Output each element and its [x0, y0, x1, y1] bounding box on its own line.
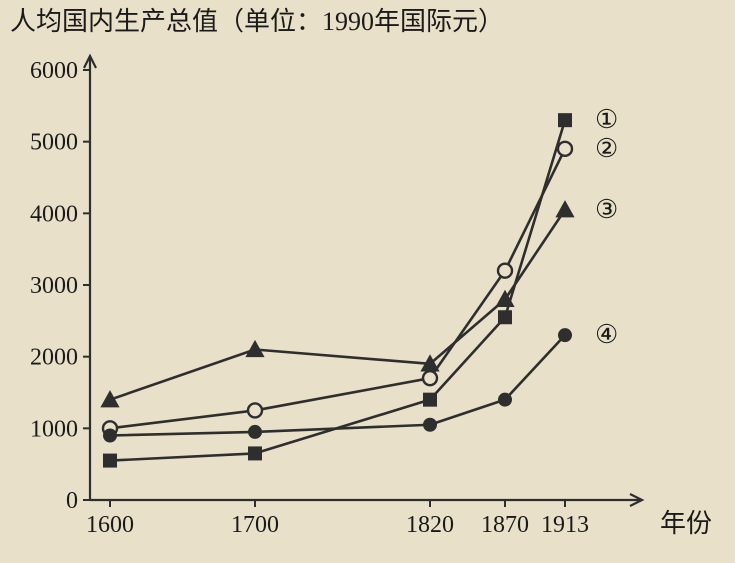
x-tick-label: 1600: [86, 512, 134, 538]
y-tick-label: 1000: [30, 416, 78, 442]
chart-title: 人均国内生产总值（单位：1990年国际元）: [10, 7, 504, 36]
x-axis-label: 年份: [660, 509, 712, 538]
x-tick-label: 1820: [406, 512, 454, 538]
x-tick-label: 1913: [541, 512, 589, 538]
series-label: ③: [595, 195, 618, 224]
gdp-chart: 人均国内生产总值（单位：1990年国际元） 0 1000 2000 3000 4000 50…: [0, 0, 735, 563]
y-tick-label: 5000: [30, 130, 78, 156]
y-tick-label: 6000: [30, 58, 78, 84]
series-label: ①: [595, 105, 618, 134]
y-tick-label: 4000: [30, 201, 78, 227]
series-label: ④: [595, 320, 618, 349]
x-tick-label: 1700: [231, 512, 279, 538]
y-tick-label: 3000: [30, 273, 78, 299]
x-tick-label: 1870: [481, 512, 529, 538]
y-tick-label: 2000: [30, 345, 78, 371]
y-tick-label: 0: [66, 488, 78, 514]
series-label: ②: [595, 134, 618, 163]
